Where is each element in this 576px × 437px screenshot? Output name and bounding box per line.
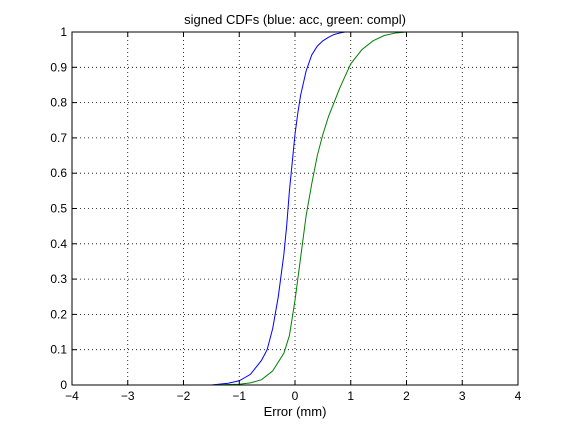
x-tick-label: 4 [515,389,522,403]
chart-title: signed CDFs (blue: acc, green: compl) [184,12,406,27]
y-tick-label: 0.4 [50,237,67,251]
x-tick-label: −4 [65,389,79,403]
x-tick-label: 3 [459,389,466,403]
y-tick-labels: 0 0.1 0.2 0.3 0.4 0.5 0.6 0.7 0.8 0.9 1 [50,25,67,392]
x-tick-label: 1 [347,389,354,403]
y-tick-label: 0.8 [50,96,67,110]
series-group [183,31,518,386]
y-tick-label: 0.3 [50,272,67,286]
y-tick-label: 0.9 [50,60,67,74]
x-tick-label: 2 [403,389,410,403]
series-line-green [183,31,518,386]
y-tick-label: 0.1 [50,343,67,357]
x-tick-labels: −4 −3 −2 −1 0 1 2 3 4 [65,389,522,403]
y-tick-label: 0.7 [50,131,67,145]
series-line-blue [183,31,351,386]
y-tick-label: 0.5 [50,202,67,216]
y-tick-label: 0 [60,378,67,392]
x-tick-label: −1 [232,389,246,403]
y-tick-label: 0.6 [50,166,67,180]
y-tick-label: 0.2 [50,307,67,321]
tick-marks [71,31,519,386]
x-axis-label: Error (mm) [264,404,327,419]
y-tick-label: 1 [60,25,67,39]
x-tick-label: −3 [121,389,135,403]
x-tick-label: 0 [292,389,299,403]
grid [72,32,518,385]
x-tick-label: −2 [177,389,191,403]
